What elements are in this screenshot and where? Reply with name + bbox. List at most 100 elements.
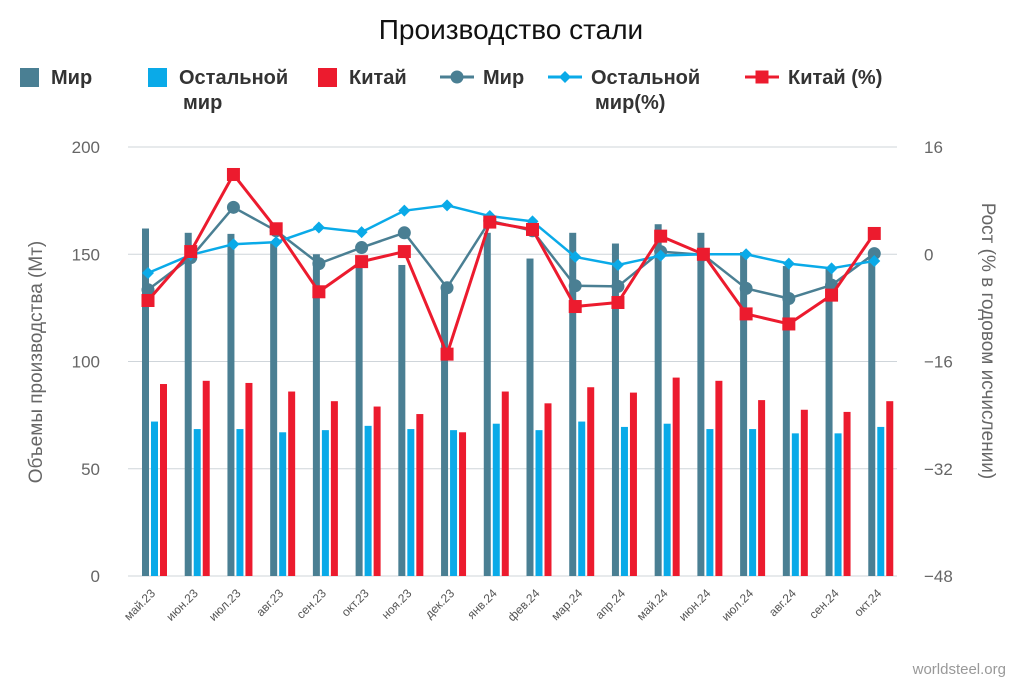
bar-rest-of-world bbox=[492, 423, 500, 576]
point-rest-of-world-growth bbox=[312, 221, 325, 234]
point-china-growth bbox=[355, 255, 369, 269]
bar-world bbox=[697, 232, 705, 577]
point-rest-of-world-growth bbox=[611, 258, 624, 271]
point-world-growth bbox=[611, 279, 625, 293]
bar-china bbox=[886, 401, 894, 576]
bar-world bbox=[611, 243, 619, 576]
point-china-growth bbox=[440, 347, 454, 361]
point-world-growth bbox=[141, 283, 155, 297]
x-tick-label: сен.24 bbox=[806, 586, 842, 622]
bar-world bbox=[270, 243, 278, 576]
point-china-growth bbox=[397, 245, 411, 259]
bar-rest-of-world bbox=[877, 426, 885, 576]
legend-label: Китай bbox=[349, 67, 407, 89]
point-china-growth bbox=[568, 300, 582, 314]
point-rest-of-world-growth bbox=[142, 267, 154, 280]
bar-series-group bbox=[142, 224, 894, 577]
bar-rest-of-world bbox=[407, 429, 415, 576]
point-china-growth bbox=[312, 285, 326, 299]
legend-label: Мир bbox=[51, 67, 92, 89]
bar-china bbox=[245, 382, 253, 576]
bar-rest-of-world bbox=[151, 421, 158, 576]
point-rest-of-world-growth bbox=[825, 262, 838, 275]
bar-rest-of-world bbox=[450, 430, 458, 576]
line-world-growth bbox=[147, 206, 876, 300]
y-left-tick-label: 200 bbox=[72, 138, 100, 157]
y-right-tick-label: 0 bbox=[924, 245, 933, 264]
chart-title: Производство стали bbox=[379, 14, 643, 45]
point-china-growth bbox=[825, 288, 839, 302]
bar-world bbox=[483, 232, 491, 577]
bar-china bbox=[288, 391, 296, 576]
point-china-growth bbox=[611, 296, 625, 310]
point-rest-of-world-growth bbox=[569, 250, 582, 263]
point-china-growth bbox=[483, 215, 497, 229]
point-world-growth bbox=[568, 279, 582, 293]
bar-rest-of-world bbox=[749, 429, 757, 576]
point-rest-of-world-growth bbox=[355, 226, 368, 239]
legend-label: Мир bbox=[483, 67, 524, 89]
point-rest-of-world-growth bbox=[441, 199, 454, 212]
bar-china bbox=[715, 380, 723, 576]
point-china-growth bbox=[654, 229, 668, 243]
point-world-growth bbox=[782, 291, 796, 305]
bar-world bbox=[355, 258, 363, 576]
bar-world bbox=[654, 224, 662, 576]
x-tick-label: мар.24 bbox=[548, 586, 585, 623]
y-axis-right-label: Рост (% в годовом исчислении) bbox=[977, 203, 998, 479]
chart-grid bbox=[128, 146, 897, 577]
x-tick-label: окт.24 bbox=[851, 586, 884, 619]
legend-swatch-china bbox=[318, 68, 337, 87]
x-tick-label: июн.23 bbox=[163, 586, 201, 624]
legend-label: Остальной мир bbox=[179, 67, 288, 114]
bar-world bbox=[398, 264, 406, 576]
bar-china bbox=[160, 384, 167, 576]
line-series-group bbox=[141, 167, 881, 361]
bar-rest-of-world bbox=[663, 423, 671, 576]
x-tick-label: янв.24 bbox=[464, 586, 500, 622]
legend-label: Китай (%) bbox=[788, 67, 882, 89]
point-world-growth bbox=[867, 247, 881, 261]
x-tick-label: авг.23 bbox=[253, 586, 286, 619]
legend-swatch-world bbox=[20, 68, 39, 87]
bar-china bbox=[629, 392, 637, 576]
bar-world bbox=[782, 266, 790, 576]
bar-world bbox=[740, 252, 748, 577]
bar-world bbox=[227, 233, 235, 576]
bar-rest-of-world bbox=[578, 421, 586, 576]
y-left-tick-label: 100 bbox=[72, 353, 100, 372]
bar-rest-of-world bbox=[364, 425, 372, 576]
x-tick-label: май.24 bbox=[634, 586, 671, 623]
x-tick-label: июн.24 bbox=[676, 586, 714, 624]
y-right-tick-label: −32 bbox=[924, 460, 953, 479]
x-tick-label: окт.23 bbox=[339, 586, 372, 619]
bar-rest-of-world bbox=[321, 430, 329, 576]
y-left-tick-label: 50 bbox=[81, 460, 100, 479]
point-rest-of-world-growth bbox=[398, 204, 411, 217]
bar-world bbox=[569, 232, 577, 577]
point-world-growth bbox=[397, 226, 411, 240]
legend-label: Остальной мир(%) bbox=[591, 67, 700, 114]
point-world-growth bbox=[739, 281, 753, 295]
bar-world bbox=[868, 252, 876, 577]
point-world-growth bbox=[312, 257, 326, 271]
point-china-growth bbox=[739, 307, 753, 321]
y-right-tick-label: −16 bbox=[924, 353, 953, 372]
bar-world bbox=[142, 228, 149, 576]
bar-world bbox=[184, 232, 192, 577]
chart-legend: Мир Остальной мир Китай Мир Остальной мир(%) Ки… bbox=[20, 67, 882, 114]
legend-swatch-rest-of-world bbox=[148, 68, 167, 87]
point-china-growth bbox=[226, 167, 240, 181]
bar-china bbox=[501, 391, 509, 576]
bar-world bbox=[526, 258, 534, 576]
bar-china bbox=[459, 432, 467, 576]
point-world-growth bbox=[226, 200, 240, 214]
x-tick-label: май.23 bbox=[121, 586, 158, 623]
point-china-growth bbox=[782, 317, 796, 331]
bar-rest-of-world bbox=[620, 426, 628, 576]
bar-china bbox=[373, 406, 381, 576]
bar-china bbox=[800, 409, 808, 576]
point-china-growth bbox=[141, 294, 155, 308]
bar-rest-of-world bbox=[279, 432, 287, 576]
x-tick-label: апр.24 bbox=[592, 586, 628, 622]
